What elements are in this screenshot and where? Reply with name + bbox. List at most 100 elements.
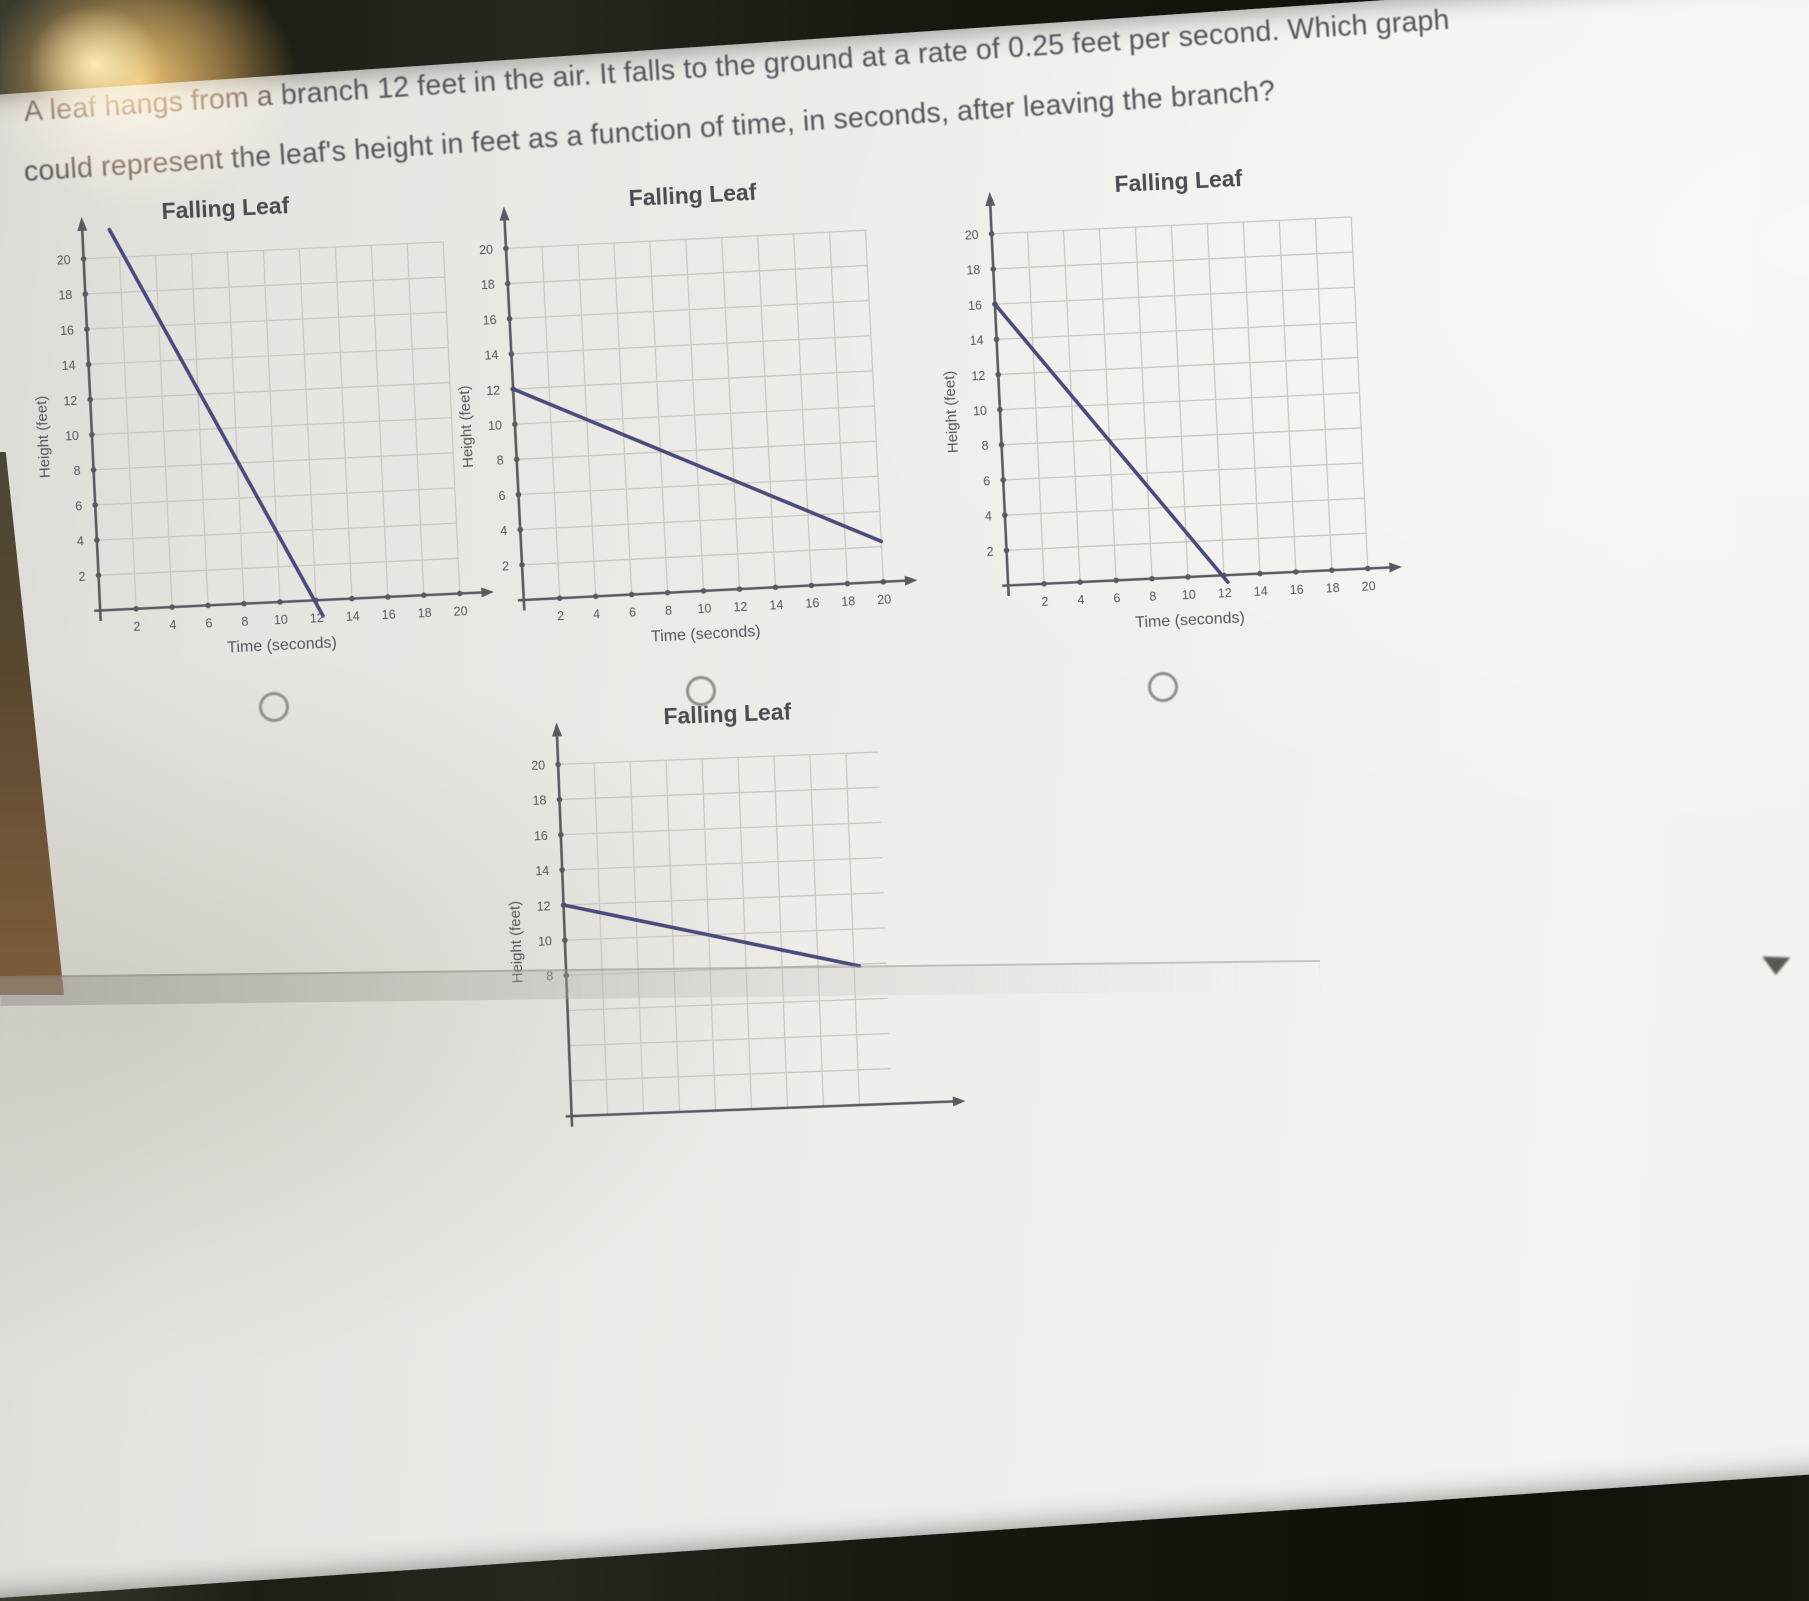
x-tick (205, 602, 211, 609)
y-tick-label: 2 (78, 569, 86, 583)
y-tick (80, 256, 87, 262)
y-tick-label: 6 (498, 489, 506, 503)
x-tick (844, 580, 851, 587)
answer-graph-c: 2 4 6 8 10 12 14 16 18 20 2 4 6 8 10 12 14 16 18 20 Falling … (918, 147, 1406, 668)
y-tick-label: 8 (73, 464, 81, 478)
option-c-radio[interactable] (1148, 672, 1178, 702)
y-tick (995, 371, 1002, 378)
gridline-v (154, 255, 173, 608)
y-axis-label: Height (feet) (456, 385, 477, 468)
gridline-h (563, 892, 884, 906)
x-tick-label: 12 (1218, 586, 1233, 601)
chart-title: Falling Leaf (161, 192, 290, 224)
x-tick (133, 605, 139, 612)
x-tick-label: 18 (417, 606, 432, 621)
y-tick-label: 10 (973, 404, 988, 419)
x-tick (241, 600, 247, 607)
y-tick-label: 14 (969, 333, 984, 348)
gridline-h (558, 751, 879, 766)
y-tick (94, 537, 100, 543)
x-tick (349, 595, 355, 602)
x-tick-label: 4 (1077, 593, 1085, 607)
y-tick (82, 291, 89, 297)
x-tick-label: 10 (274, 613, 289, 628)
plot-line (993, 302, 1230, 584)
y-tick-label: 12 (971, 369, 986, 384)
y-axis-arrow-icon (77, 216, 88, 232)
gridline-v (1314, 218, 1333, 571)
gridline-v (334, 246, 353, 599)
y-tick-label: 18 (58, 288, 73, 303)
x-tick (1041, 580, 1047, 587)
gridline-v (1242, 221, 1261, 574)
x-tick (880, 578, 887, 585)
gridline-h (570, 1067, 891, 1082)
y-tick-label: 4 (500, 524, 508, 538)
gridline-v (442, 241, 461, 594)
gridline-h (568, 1032, 890, 1047)
y-tick-label: 12 (486, 383, 501, 398)
y-tick-label: 20 (964, 228, 979, 243)
y-axis-arrow-icon (552, 722, 563, 737)
y-tick-label: 14 (61, 358, 76, 373)
y-tick (90, 467, 97, 473)
x-tick-label: 20 (453, 604, 468, 619)
chart-title: Falling Leaf (663, 698, 792, 729)
y-tick-label: 16 (482, 313, 497, 328)
x-tick (1293, 569, 1299, 575)
gridline-v (541, 246, 561, 599)
x-tick-label: 16 (805, 596, 820, 611)
y-tick (998, 442, 1005, 448)
y-tick (515, 491, 522, 498)
x-tick-label: 18 (1325, 581, 1340, 596)
y-axis-label: Height (feet) (506, 901, 526, 984)
y-tick (562, 937, 568, 944)
gridline-v (262, 250, 281, 603)
x-tick-label: 4 (169, 618, 177, 632)
x-tick (700, 588, 707, 594)
x-tick-label: 16 (381, 608, 396, 623)
x-tick-label: 8 (241, 615, 249, 629)
x-tick-label: 18 (841, 594, 856, 609)
x-tick-label: 6 (205, 616, 213, 630)
y-tick-label: 16 (534, 829, 548, 844)
y-tick-label: 10 (65, 429, 80, 444)
y-tick (993, 336, 1000, 343)
x-axis (565, 1100, 957, 1118)
y-tick-label: 16 (60, 323, 75, 338)
chart-title: Falling Leaf (1114, 165, 1243, 197)
x-tick-label: 12 (733, 600, 748, 615)
y-axis (503, 216, 526, 611)
y-tick-label: 8 (496, 454, 504, 468)
y-tick (512, 421, 518, 428)
y-tick (559, 867, 565, 873)
option-b-radio[interactable] (686, 676, 716, 706)
y-tick-label: 4 (985, 509, 993, 523)
gridline-v (298, 248, 317, 601)
y-tick-label: 12 (63, 394, 78, 409)
x-tick (736, 586, 743, 592)
x-tick-label: 4 (593, 607, 601, 621)
y-tick (555, 761, 561, 768)
x-tick-label: 6 (1113, 591, 1121, 605)
y-axis-arrow-icon (985, 191, 996, 207)
x-tick (421, 592, 427, 599)
x-tick-label: 14 (769, 598, 784, 613)
x-tick-label: 2 (557, 609, 565, 623)
x-tick-label: 6 (629, 605, 637, 619)
chart-canvas: 2 4 6 8 10 12 14 16 18 20 2 4 6 8 10 12 14 16 18 20 Falling … (941, 165, 1402, 632)
gridline-v (1062, 230, 1081, 583)
answer-graph-a: 2 4 6 8 10 12 14 16 18 20 2 4 6 8 10 12 14 16 18 20 Falling … (10, 172, 498, 693)
y-tick (519, 562, 525, 568)
gridline-v (370, 245, 389, 597)
y-tick (92, 502, 99, 508)
x-tick (592, 593, 599, 600)
plot-line (107, 227, 325, 618)
x-tick (169, 604, 175, 610)
y-tick (503, 245, 509, 252)
y-tick-label: 20 (479, 243, 494, 258)
chart-title: Falling Leaf (628, 179, 757, 211)
gridline-h (560, 821, 882, 836)
